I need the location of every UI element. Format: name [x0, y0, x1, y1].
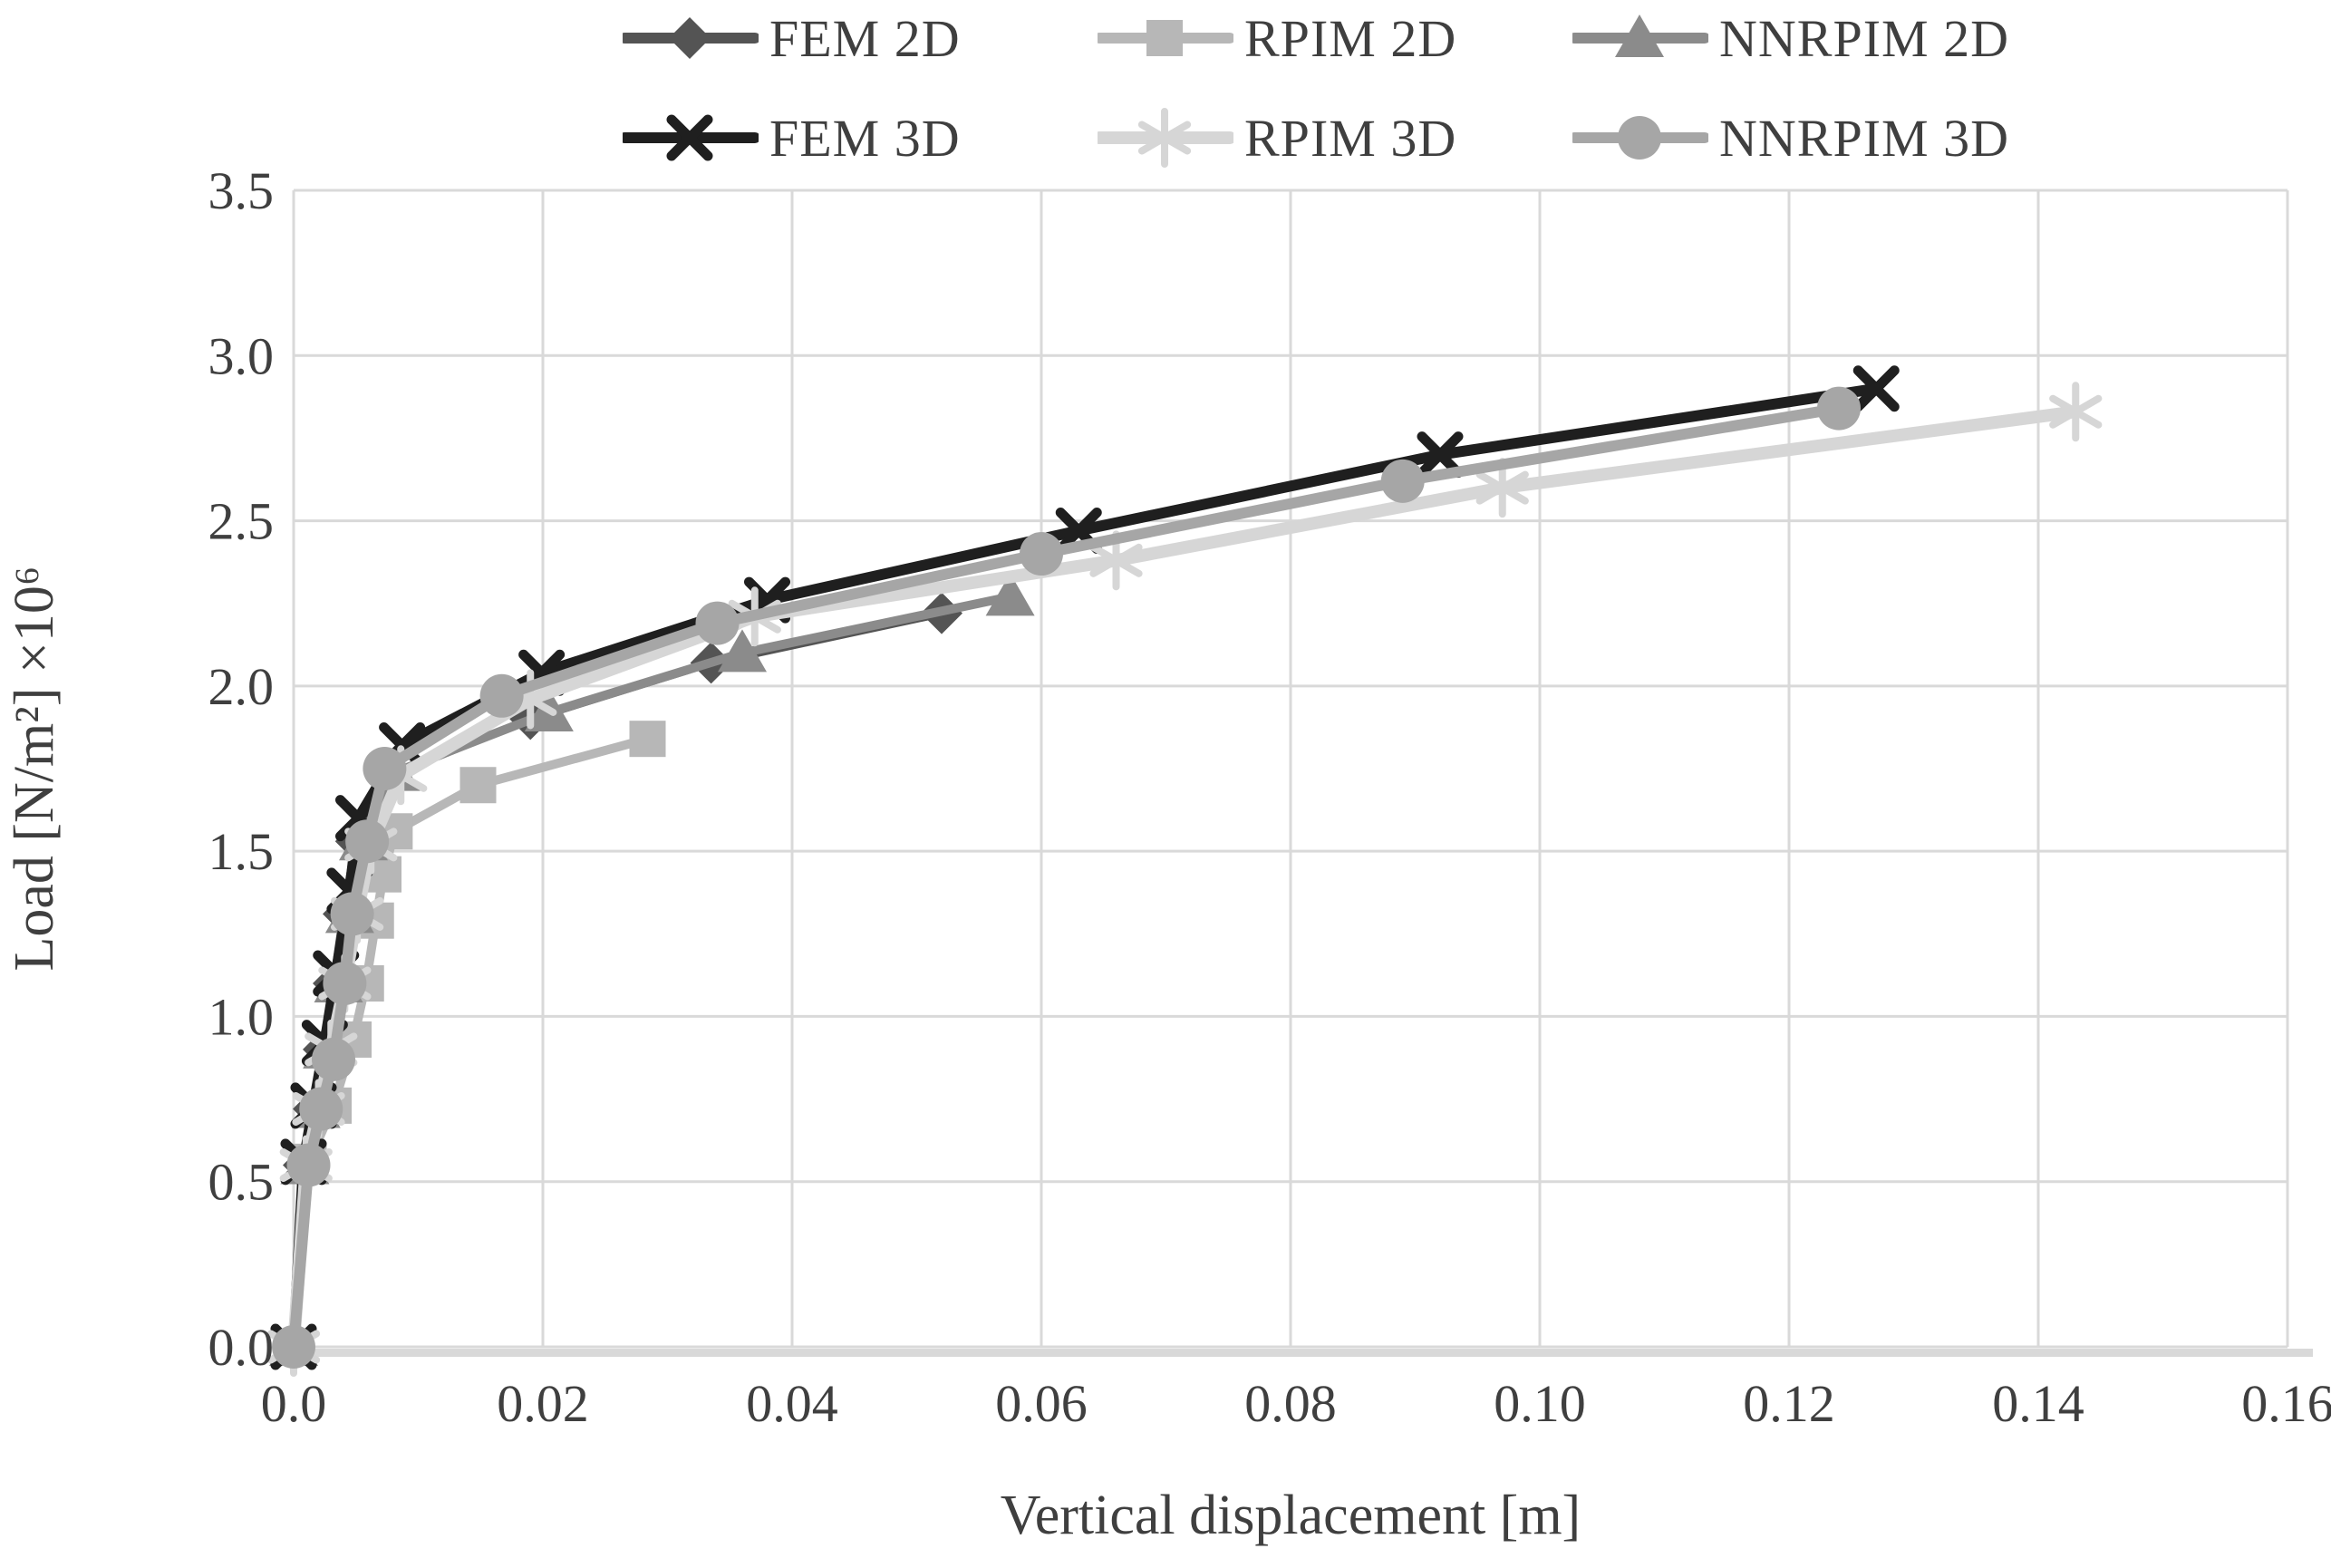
series-line-nnrpim-2d: [289, 592, 1015, 1351]
series-line-rpim-3d: [287, 405, 2083, 1353]
legend-swatch-nnrpim-3d: [1572, 116, 1708, 160]
legend-item-fem-2d: FEM 2D: [623, 5, 1098, 71]
gridlines: [292, 189, 2289, 1349]
legend-swatch-nnrpim-2d: [1572, 15, 1708, 57]
y-tick-label: 3.5: [208, 161, 275, 220]
x-axis-title: Vertical displacement [m]: [1001, 1485, 1581, 1546]
series-nnrpim-3d: [272, 386, 1861, 1369]
nnrpim-3d-circle-marker-icon: [323, 961, 367, 1005]
y-axis-title: Load [N/m²] ×10⁶: [4, 566, 65, 971]
x-tick-label: 0.12: [1743, 1374, 1835, 1433]
legend-square-marker-icon: [1146, 20, 1183, 56]
y-tick-label: 2.0: [208, 657, 275, 716]
x-tick-label: 0.0: [261, 1374, 327, 1433]
series-line-nnrpim-3d: [288, 402, 1844, 1352]
legend-asterisk-marker-icon: [1137, 108, 1192, 168]
legend-diamond-marker-icon: [669, 17, 711, 59]
legend-swatch-rpim-2d: [1098, 20, 1233, 56]
legend-x-marker-icon: [666, 114, 713, 161]
legend-swatch-rpim-3d: [1098, 108, 1233, 168]
nnrpim-3d-circle-marker-icon: [286, 1143, 331, 1187]
legend-item-rpim-2d: RPIM 2D: [1098, 5, 1572, 71]
nnrpim-3d-circle-marker-icon: [312, 1037, 355, 1081]
fem-3d-x-marker-icon: [1417, 431, 1464, 479]
legend-item-nnrpim-2d: NNRPIM 2D: [1572, 5, 2009, 71]
series-rpim-3d: [266, 382, 2103, 1377]
legend-circle-marker-icon: [1618, 116, 1661, 160]
y-tick-label: 2.5: [208, 492, 275, 551]
legend-triangle-marker-icon: [1615, 15, 1664, 57]
nnrpim-3d-circle-marker-icon: [1380, 459, 1425, 503]
x-tick-label: 0.16: [2241, 1374, 2331, 1433]
nnrpim-3d-circle-marker-icon: [363, 747, 407, 790]
series-line-fem-2d: [289, 609, 946, 1351]
fem-3d-x-marker-icon: [1852, 365, 1900, 412]
legend-label-nnrpim-2d: NNRPIM 2D: [1719, 8, 2009, 68]
legend-label-rpim-3d: RPIM 3D: [1244, 108, 1457, 168]
nnrpim-3d-circle-marker-icon: [695, 601, 740, 645]
y-tick-label: 1.5: [208, 822, 275, 881]
legend-swatch-fem-3d: [623, 114, 759, 161]
nnrpim-2d-triangle-marker-icon: [718, 629, 767, 673]
legend-item-nnrpim-3d: NNRPIM 3D: [1572, 105, 2009, 170]
x-axis-line: [290, 1349, 2313, 1357]
legend-item-rpim-3d: RPIM 3D: [1098, 105, 1572, 170]
x-tick-label: 0.06: [995, 1374, 1088, 1433]
nnrpim-3d-circle-marker-icon: [1020, 532, 1063, 576]
legend-label-rpim-2d: RPIM 2D: [1244, 8, 1457, 68]
x-tick-label: 0.04: [746, 1374, 838, 1433]
legend-item-fem-3d: FEM 3D: [623, 105, 1098, 170]
x-tick-label: 0.08: [1244, 1374, 1337, 1433]
nnrpim-3d-circle-marker-icon: [345, 819, 390, 864]
nnrpim-3d-circle-marker-icon: [330, 892, 374, 936]
rpim-3d-asterisk-marker-icon: [2049, 382, 2103, 442]
rpim-2d-square-marker-icon: [459, 767, 497, 804]
rpim-2d-square-marker-icon: [629, 721, 666, 758]
legend-swatch-fem-2d: [623, 17, 759, 59]
nnrpim-3d-circle-marker-icon: [1817, 386, 1861, 431]
y-tick-label: 3.0: [208, 326, 275, 385]
legend-label-fem-2d: FEM 2D: [769, 8, 961, 68]
legend-label-fem-3d: FEM 3D: [769, 108, 961, 168]
y-tick-label: 0.5: [208, 1153, 275, 1212]
x-tick-label: 0.02: [497, 1374, 589, 1433]
x-tick-label: 0.14: [1992, 1374, 2084, 1433]
nnrpim-3d-circle-marker-icon: [479, 673, 524, 718]
legend-label-nnrpim-3d: NNRPIM 3D: [1719, 108, 2009, 168]
nnrpim-2d-triangle-marker-icon: [985, 573, 1035, 616]
nnrpim-3d-circle-marker-icon: [272, 1325, 315, 1369]
legend: FEM 2D RPIM 2D NNRPIM 2D FEM 3D RPIM 3D NNRPI…: [623, 5, 2009, 170]
rpim-3d-asterisk-marker-icon: [1475, 458, 1529, 518]
x-tick-label: 0.10: [1494, 1374, 1586, 1433]
y-tick-label: 1.0: [208, 987, 275, 1046]
nnrpim-3d-circle-marker-icon: [299, 1087, 343, 1131]
y-tick-label: 0.0: [208, 1318, 275, 1377]
